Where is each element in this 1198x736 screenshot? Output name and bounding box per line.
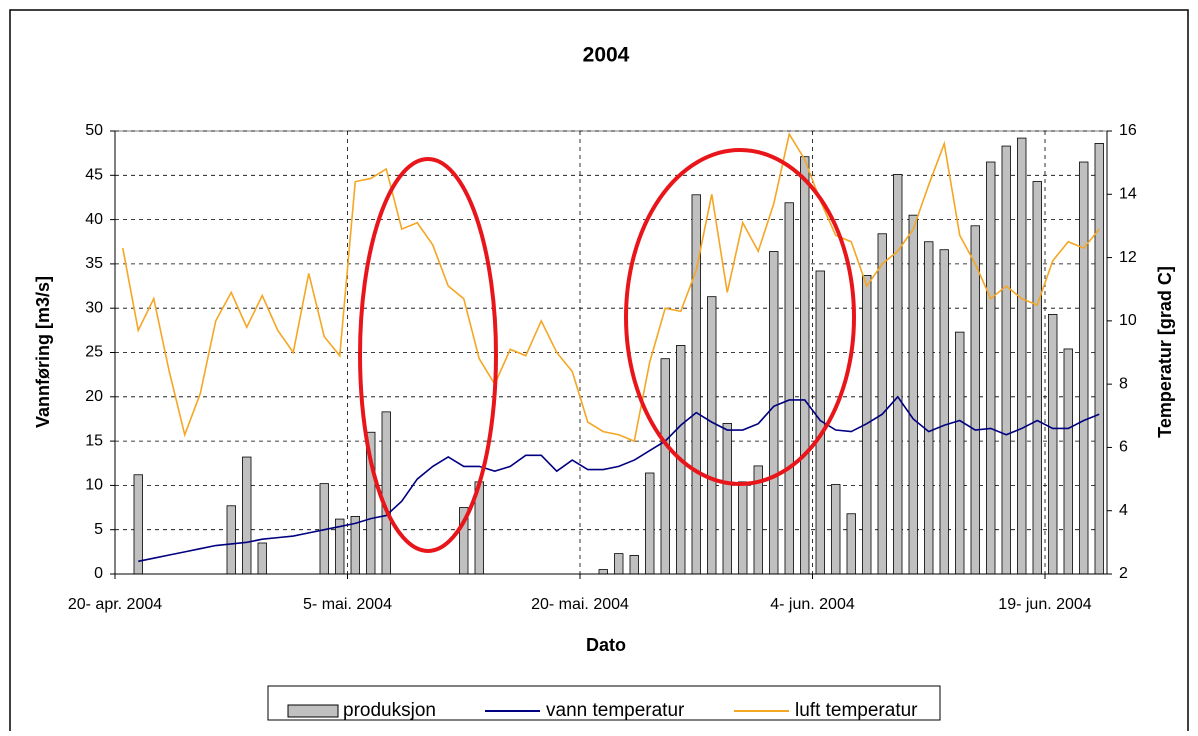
bar [707,296,717,575]
bar [846,513,856,575]
bar [893,174,903,575]
y-tick-label: 45 [85,167,103,184]
bar [226,505,236,575]
y2-tick-label: 12 [1119,249,1137,266]
bar [877,233,887,575]
bar [1063,348,1073,575]
y2-tick-label: 8 [1119,375,1128,392]
x-tick-label: 4- jun. 2004 [770,596,855,613]
bar [738,481,748,575]
y2-axis-title: Temperatur [grad C] [1155,266,1175,438]
bar [722,422,732,575]
x-tick-label: 5- mai. 2004 [303,596,392,613]
y-tick-label: 20 [85,388,103,405]
annotations [358,148,856,553]
line [121,132,1100,443]
bar [660,358,670,575]
y-tick-label: 25 [85,344,103,361]
bar [831,484,841,575]
x-axis-title: Dato [586,635,626,655]
legend-label: vann temperatur [546,700,685,721]
plot-area: 0 5 10 15 20 25 30 35 40 45 50 2 4 6 8 10 12 14 16 20- apr.… [68,122,1137,613]
bar [1048,314,1058,575]
bar [645,472,655,575]
legend: produksjon vann temperatur luft temperatur [287,700,918,721]
bar [350,516,360,575]
legend-box [267,685,941,721]
legend-label: luft temperatur [795,700,918,721]
legend-swatch [287,704,339,718]
bar [908,214,918,575]
bar [769,251,779,575]
y-tick-label: 30 [85,299,103,316]
line [138,395,1100,563]
bar [257,542,267,575]
bar [133,474,143,575]
legend-label: produksjon [343,700,436,721]
bar [924,241,934,575]
bar [629,554,639,575]
bar [970,225,980,575]
y2-tick-label: 2 [1119,565,1128,582]
bar [242,456,252,575]
highlight-ellipse [358,157,498,553]
bar [614,553,624,575]
y-tick-label: 50 [85,122,103,139]
bar [986,161,996,575]
x-tick-label: 20- mai. 2004 [531,596,629,613]
chart-title: 2004 [583,44,630,67]
y-tick-label: 10 [85,477,103,494]
y-tick-label: 5 [94,521,103,538]
bar [598,569,608,575]
bar [955,331,965,575]
bar [1032,181,1042,575]
bar [1017,137,1027,575]
y2-tick-label: 4 [1119,502,1128,519]
bar [1094,143,1104,575]
x-tick-label: 20- apr. 2004 [68,596,162,613]
y2-tick-label: 10 [1119,312,1137,329]
bar [1079,161,1089,575]
bar [381,411,391,575]
bar [784,202,794,575]
bar [800,156,810,575]
highlight-ellipse [624,148,856,486]
y2-tick-label: 16 [1119,122,1137,139]
y-tick-label: 0 [94,565,103,582]
y-tick-label: 15 [85,432,103,449]
y2-tick-label: 6 [1119,439,1128,456]
y-axis-title: Vannføring [m3/s] [33,276,53,428]
y2-tick-label: 14 [1119,186,1137,203]
bar [1001,145,1011,575]
bar [939,249,949,575]
y-tick-label: 35 [85,255,103,272]
y-tick-label: 40 [85,211,103,228]
x-tick-label: 19- jun. 2004 [998,596,1092,613]
